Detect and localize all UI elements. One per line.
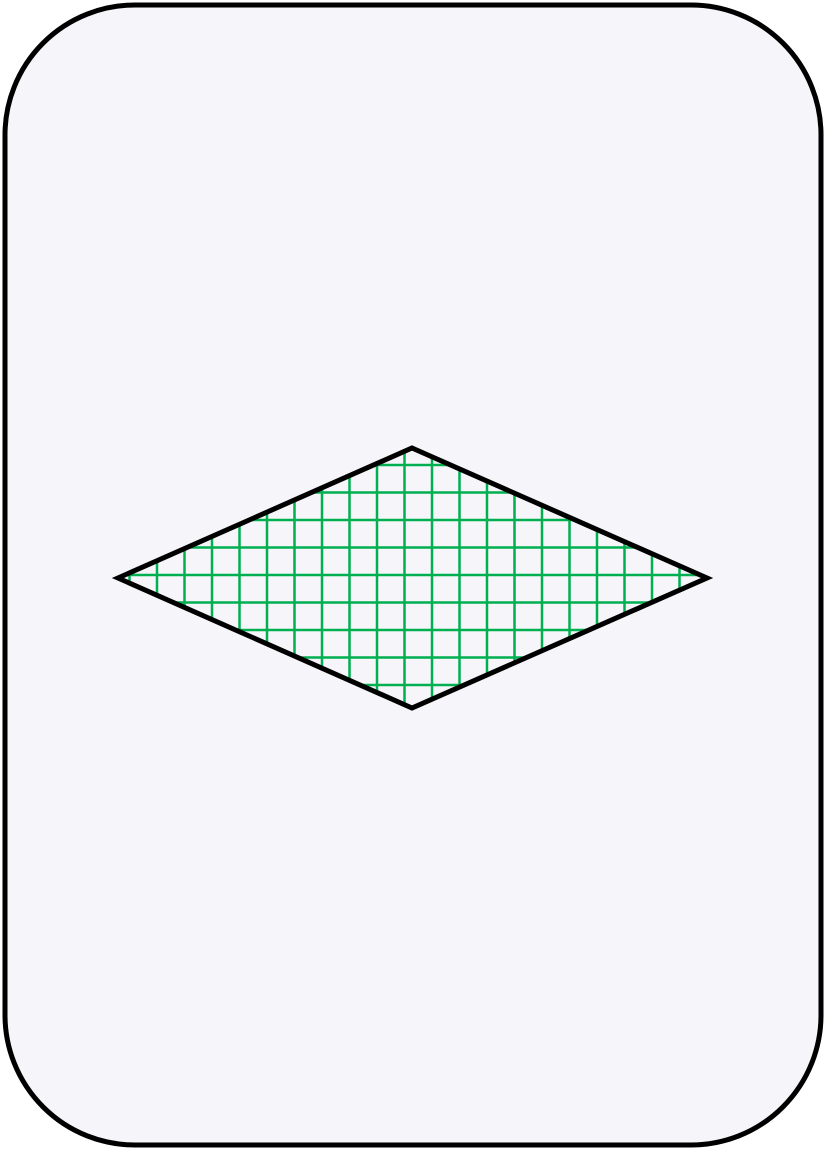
diamond-outline bbox=[111, 445, 714, 711]
